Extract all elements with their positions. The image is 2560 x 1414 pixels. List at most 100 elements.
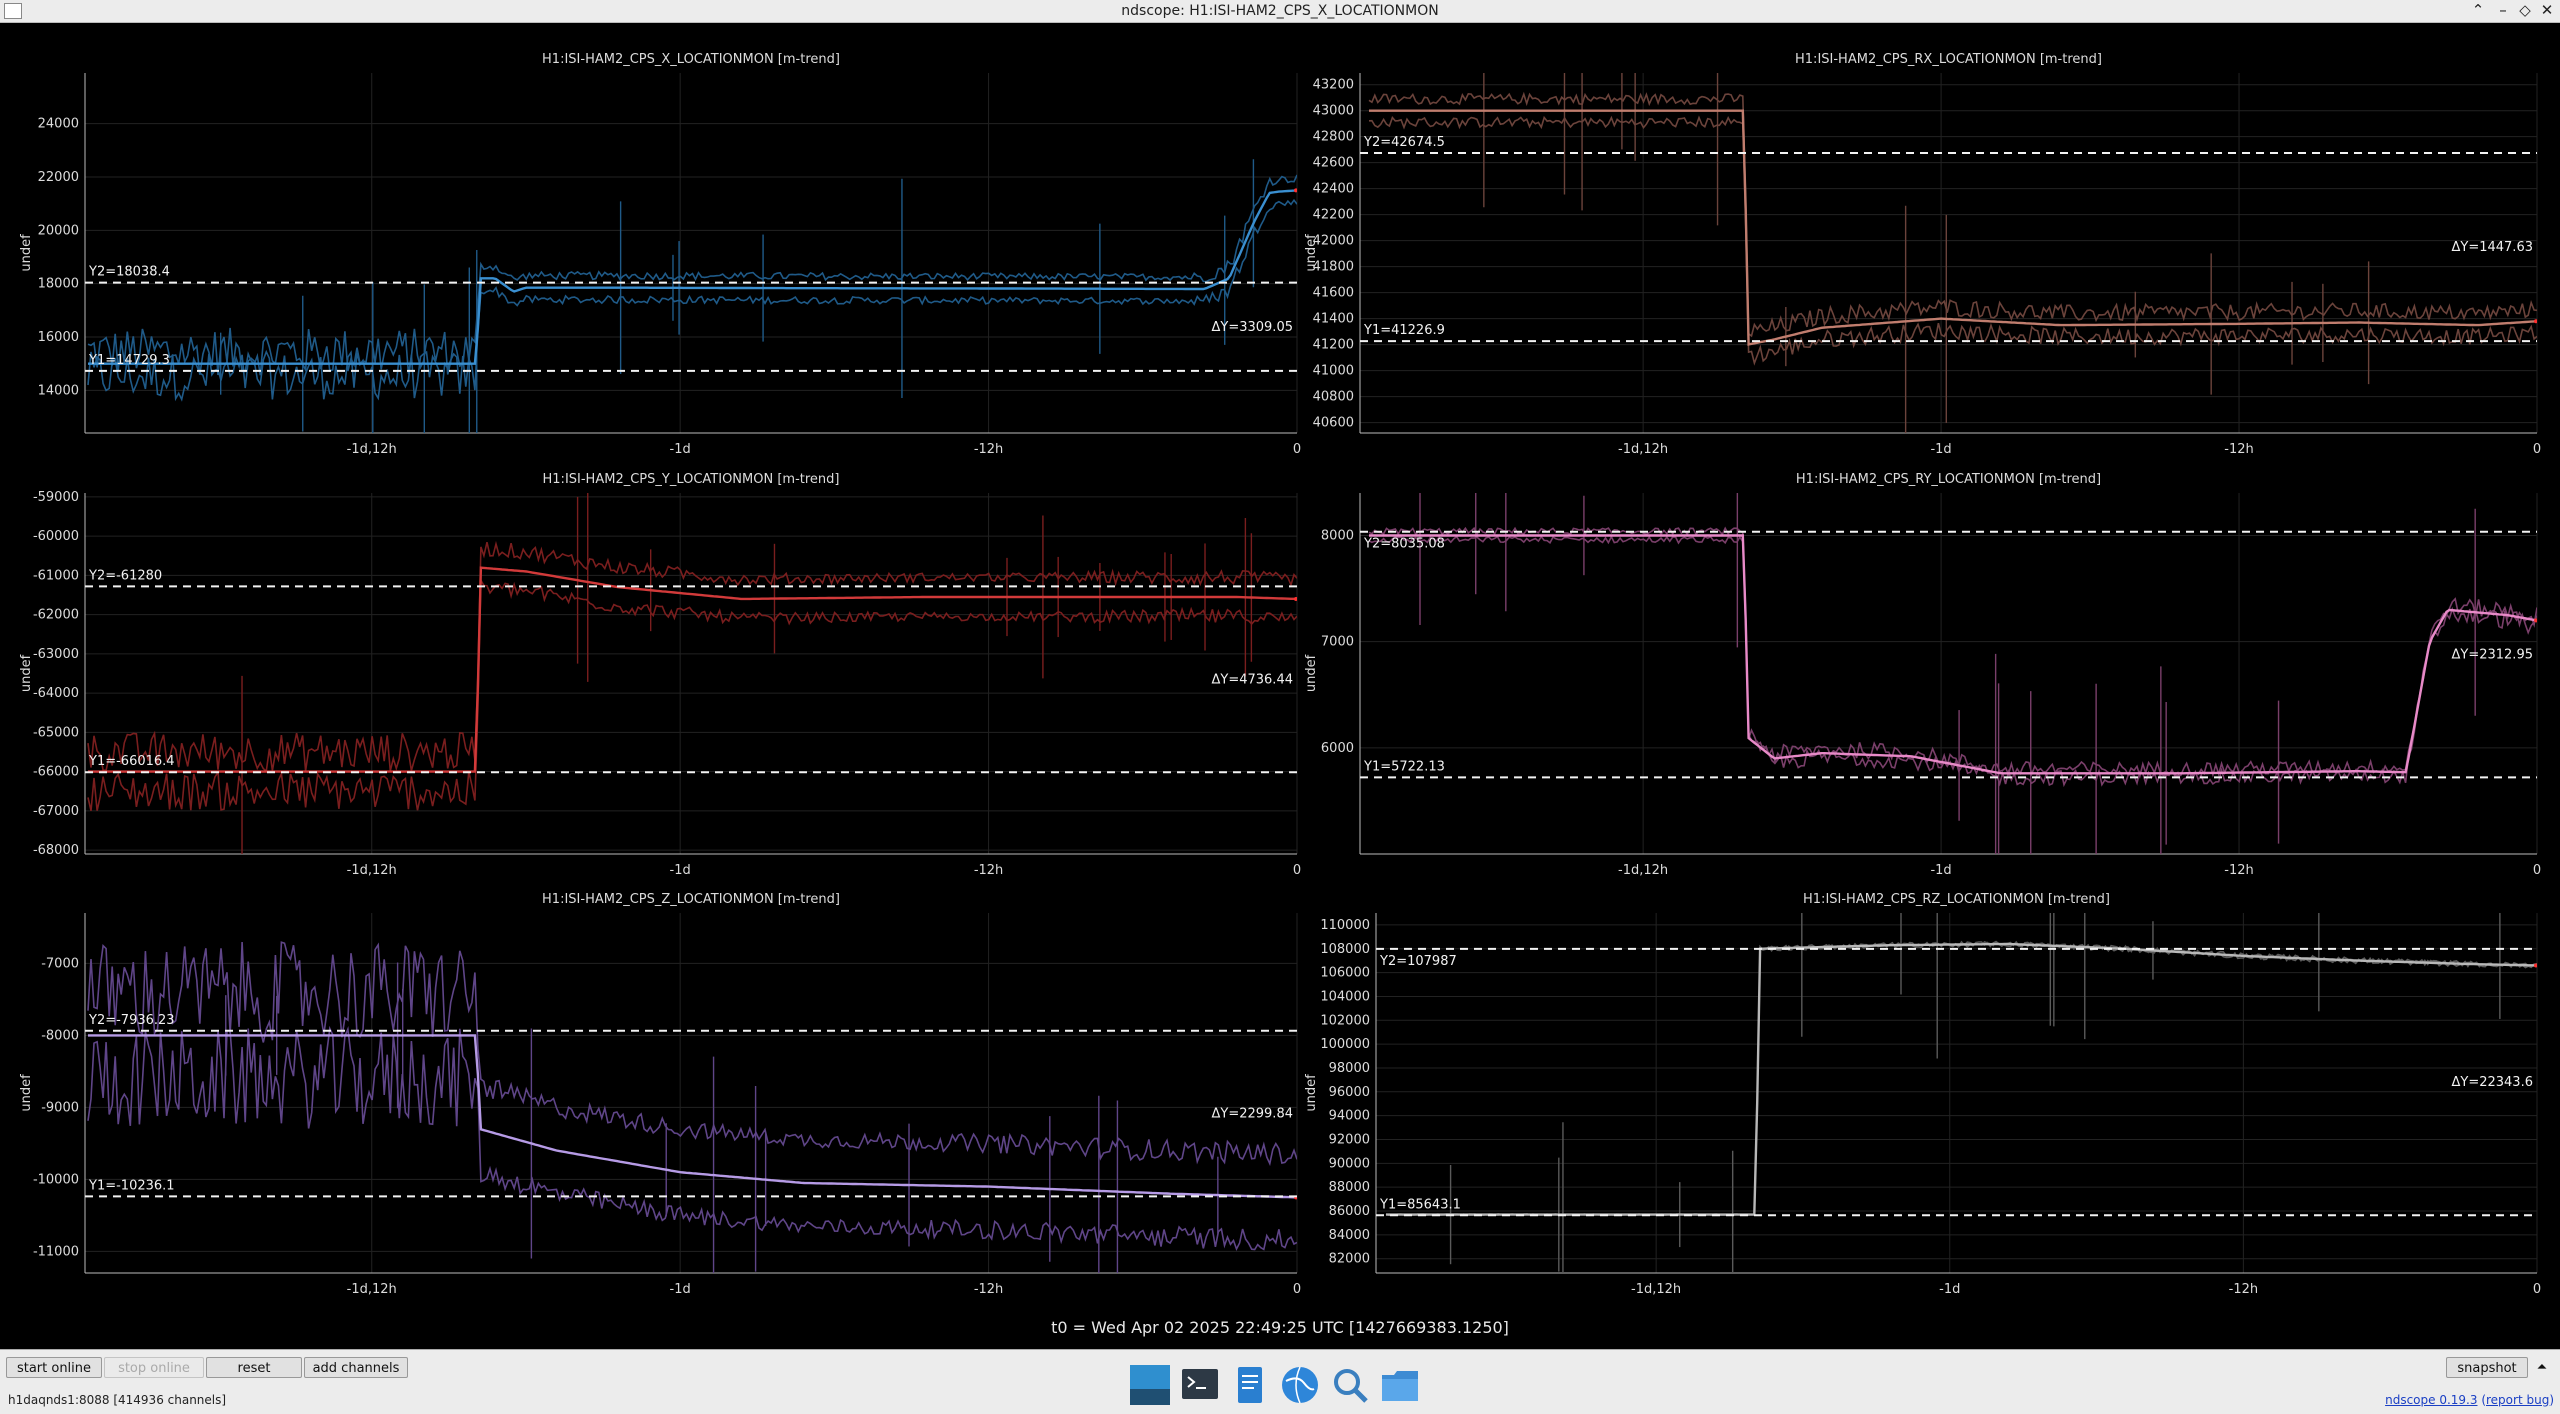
y-axis-label: undef	[19, 654, 34, 692]
last-value-marker	[1294, 188, 1297, 193]
show-desktop-icon[interactable]	[1128, 1363, 1172, 1407]
min-trace	[87, 577, 1297, 811]
start-online-button[interactable]: start online	[6, 1357, 102, 1378]
expand-icon[interactable]: ⏶	[2536, 1360, 2548, 1375]
report-bug-link[interactable]: report bug	[2486, 1393, 2550, 1407]
y-tick-label: -7000	[41, 956, 79, 971]
x-tick-label: -1d,12h	[1631, 1282, 1681, 1297]
last-value-marker	[1294, 596, 1297, 601]
y-tick-label: 96000	[1329, 1085, 1370, 1100]
snapshot-button[interactable]: snapshot	[2446, 1357, 2528, 1378]
mean-trace	[88, 1034, 1297, 1199]
plot-ry[interactable]: H1:ISI-HAM2_CPS_RY_LOCATIONMON [m-trend]…	[1304, 424, 2541, 891]
cursor-y2-label: Y2=107987	[1379, 954, 1457, 969]
version-link[interactable]: ndscope 0.19.3	[2385, 1393, 2478, 1407]
terminal-icon[interactable]	[1178, 1363, 1222, 1407]
x-tick-label: 0	[1293, 1282, 1301, 1297]
y-tick-label: -67000	[33, 804, 79, 819]
plot-title: H1:ISI-HAM2_CPS_X_LOCATIONMON [m-trend]	[542, 52, 840, 67]
web-browser-icon[interactable]	[1278, 1363, 1322, 1407]
file-manager-icon[interactable]	[1378, 1363, 1422, 1407]
max-trace	[87, 941, 1297, 1167]
stop-online-button[interactable]: stop online	[104, 1357, 204, 1378]
cursor-y2-label: Y2=-7936.23	[88, 1013, 175, 1028]
y-tick-label: -8000	[41, 1028, 79, 1043]
y-tick-label: 7000	[1321, 635, 1354, 650]
search-icon[interactable]	[1328, 1363, 1372, 1407]
cursor-delta-label: ΔY=3309.05	[1212, 320, 1294, 335]
cursor-delta-label: ΔY=4736.44	[1212, 672, 1294, 687]
text-editor-icon[interactable]	[1228, 1363, 1272, 1407]
plot-title: H1:ISI-HAM2_CPS_RY_LOCATIONMON [m-trend]	[1796, 472, 2101, 487]
plot-title: H1:ISI-HAM2_CPS_Z_LOCATIONMON [m-trend]	[542, 892, 840, 907]
add-channels-button[interactable]: add channels	[304, 1357, 408, 1378]
x-tick-label: -1d,12h	[347, 442, 397, 457]
y-tick-label: 42600	[1313, 156, 1354, 171]
t0-label: t0 = Wed Apr 02 2025 22:49:25 UTC [14276…	[1051, 1318, 1509, 1337]
x-tick-label: -1d,12h	[347, 863, 397, 878]
y-tick-label: 90000	[1329, 1156, 1370, 1171]
plot-y[interactable]: H1:ISI-HAM2_CPS_Y_LOCATIONMON [m-trend] -…	[19, 472, 1301, 878]
cursor-delta-label: ΔY=2299.84	[1212, 1107, 1294, 1122]
y-tick-label: -60000	[33, 529, 79, 544]
cursor-y2-label: Y2=42674.5	[1363, 135, 1445, 150]
y-tick-label: 40800	[1313, 390, 1354, 405]
x-tick-label: -1d	[1930, 442, 1951, 457]
x-tick-label: -12h	[2224, 863, 2253, 878]
data-series	[1368, 73, 2537, 433]
x-tick-label: -12h	[974, 442, 1003, 457]
x-tick-label: 0	[1293, 442, 1301, 457]
y-tick-label: 14000	[38, 383, 79, 398]
y-axis-label: undef	[1304, 654, 1319, 692]
cursor-y1-label: Y1=-10236.1	[88, 1178, 175, 1193]
window-titlebar[interactable]: ndscope: H1:ISI-HAM2_CPS_X_LOCATIONMON ⌃…	[0, 0, 2560, 23]
y-tick-label: -68000	[33, 843, 79, 858]
plot-canvas[interactable]: H1:ISI-HAM2_CPS_X_LOCATIONMON [m-trend] 1…	[0, 23, 2560, 1348]
minimize-icon[interactable]: –	[2499, 1, 2507, 19]
y-tick-label: 94000	[1329, 1109, 1370, 1124]
plot-z[interactable]: H1:ISI-HAM2_CPS_Z_LOCATIONMON [m-trend] -…	[19, 892, 1301, 1297]
y-tick-label: 22000	[38, 170, 79, 185]
cursor-y1-label: Y1=14729.3	[88, 353, 170, 368]
control-bar: start online stop online reset add chann…	[0, 1349, 2560, 1414]
maximize-icon[interactable]: ◇	[2519, 1, 2531, 19]
y-tick-label: 41200	[1313, 338, 1354, 353]
y-tick-label: 24000	[38, 117, 79, 132]
y-tick-label: 41400	[1313, 312, 1354, 327]
y-tick-label: 92000	[1329, 1132, 1370, 1147]
y-tick-label: 102000	[1320, 1013, 1370, 1028]
max-trace	[87, 540, 1297, 773]
plot-x[interactable]: H1:ISI-HAM2_CPS_X_LOCATIONMON [m-trend] 1…	[19, 52, 1301, 469]
plot-rz[interactable]: H1:ISI-HAM2_CPS_RZ_LOCATIONMON [m-trend]…	[1304, 831, 2541, 1307]
x-tick-label: 0	[1293, 863, 1301, 878]
plot-rx[interactable]: H1:ISI-HAM2_CPS_RX_LOCATIONMON [m-trend]…	[1304, 23, 2541, 457]
x-tick-label: -12h	[2229, 1282, 2258, 1297]
mean-trace	[88, 566, 1297, 773]
y-tick-label: 42800	[1313, 130, 1354, 145]
x-tick-label: -12h	[974, 1282, 1003, 1297]
plot-area[interactable]: H1:ISI-HAM2_CPS_X_LOCATIONMON [m-trend] 1…	[0, 23, 2560, 1348]
app-icon	[4, 3, 22, 19]
plot-title: H1:ISI-HAM2_CPS_RX_LOCATIONMON [m-trend]	[1795, 52, 2102, 67]
last-value-marker	[2534, 618, 2537, 623]
y-tick-label: 8000	[1321, 528, 1354, 543]
x-tick-label: -12h	[974, 863, 1003, 878]
cursor-delta-label: ΔY=1447.63	[2452, 240, 2534, 255]
reset-button[interactable]: reset	[206, 1357, 302, 1378]
cursor-y2-label: Y2=-61280	[88, 568, 162, 583]
last-value-marker	[2534, 319, 2537, 324]
close-icon[interactable]: ✕	[2540, 1, 2554, 19]
y-tick-label: -66000	[33, 765, 79, 780]
keep-above-icon[interactable]: ⌃	[2471, 1, 2485, 19]
x-tick-label: 0	[2533, 1282, 2541, 1297]
y-tick-label: -63000	[33, 647, 79, 662]
plot-title: H1:ISI-HAM2_CPS_Y_LOCATIONMON [m-trend]	[543, 472, 840, 487]
data-series	[1368, 493, 2537, 854]
y-tick-label: 43000	[1313, 104, 1354, 119]
x-tick-label: -1d,12h	[1618, 863, 1668, 878]
y-tick-label: 41800	[1313, 260, 1354, 275]
min-trace	[87, 1025, 1297, 1252]
y-tick-label: 6000	[1321, 741, 1354, 756]
y-tick-label: 100000	[1320, 1037, 1370, 1052]
x-tick-label: -1d,12h	[347, 1282, 397, 1297]
